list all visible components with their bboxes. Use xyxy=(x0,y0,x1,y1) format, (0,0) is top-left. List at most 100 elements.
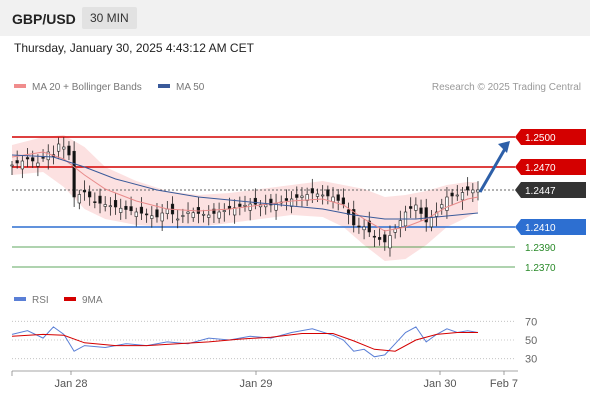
candle-body xyxy=(119,207,123,213)
candle-body xyxy=(310,188,314,194)
candle-body xyxy=(233,207,237,216)
candle-body xyxy=(155,209,159,218)
instrument-title: GBP/USD xyxy=(12,11,76,27)
rsi-legend-swatch-0 xyxy=(14,297,26,301)
rsi-legend-label-1: 9MA xyxy=(82,295,103,306)
candle-body xyxy=(409,206,413,209)
x-tick-label-1: Jan 29 xyxy=(239,378,272,390)
candle-body xyxy=(98,195,102,204)
candle-body xyxy=(15,160,19,164)
timestamp: Thursday, January 30, 2025 4:43:12 AM CE… xyxy=(14,41,254,55)
candle-body xyxy=(36,162,40,167)
rsi-line xyxy=(11,326,479,358)
candle-body xyxy=(139,206,144,214)
chart-panel xyxy=(0,36,590,400)
rsi-tick-label-0: 70 xyxy=(525,316,537,328)
candle-body xyxy=(414,204,418,211)
candle-body xyxy=(460,192,465,201)
candle-body xyxy=(388,235,392,249)
candle-body xyxy=(82,189,87,193)
candle-body xyxy=(248,203,252,211)
candle-body xyxy=(269,198,273,206)
rsi-ma9-line xyxy=(11,332,478,352)
research-credit: Research © 2025 Trading Central xyxy=(432,82,581,93)
candle-body xyxy=(181,215,185,217)
candle-body xyxy=(145,213,149,216)
candle-body xyxy=(440,204,444,209)
ma20-line xyxy=(11,151,479,232)
candle-body xyxy=(419,207,423,214)
candle-body xyxy=(46,151,50,161)
level-value: 1.2370 xyxy=(525,263,556,274)
candle-body xyxy=(362,226,366,231)
level-value: 1.2410 xyxy=(525,223,556,234)
candle-body xyxy=(124,205,128,210)
level-value: 1.2500 xyxy=(525,133,556,144)
candle-body xyxy=(289,198,294,207)
candle-body xyxy=(450,192,454,197)
level-value: 1.2447 xyxy=(525,186,556,197)
legend-swatch-1 xyxy=(158,84,170,88)
level-tag-bg xyxy=(515,219,586,235)
rsi-legend-swatch-1 xyxy=(64,297,76,301)
candle-body xyxy=(25,157,30,160)
candle-body xyxy=(367,220,371,233)
level-tag-2: 1.2447 xyxy=(515,182,586,198)
candle-body xyxy=(378,237,382,240)
level-tag-bg xyxy=(515,129,586,145)
x-tick-label-3: Feb 7 xyxy=(490,378,518,390)
candle-body xyxy=(62,146,66,150)
candle-body xyxy=(264,204,268,208)
candle-body xyxy=(217,211,221,219)
candle-body xyxy=(72,150,76,198)
candle-body xyxy=(331,196,335,202)
chart-header: GBP/USD 30 MIN xyxy=(0,0,590,36)
level-value: 1.2470 xyxy=(525,163,556,174)
level-value: 1.2390 xyxy=(525,243,556,254)
level-tag-0: 1.2500 xyxy=(515,129,586,145)
candle-body xyxy=(150,215,154,219)
rsi-tick-label-2: 30 xyxy=(525,354,537,366)
level-tag-bg xyxy=(515,159,586,175)
candle-body xyxy=(108,205,112,208)
candle-body xyxy=(243,204,247,207)
candle-body xyxy=(77,194,81,204)
candle-body xyxy=(429,216,434,228)
candle-body xyxy=(445,196,449,211)
candle-body xyxy=(31,157,35,162)
candle-body xyxy=(372,235,377,238)
candle-body xyxy=(67,145,71,156)
candle-body xyxy=(176,218,180,221)
candle-body xyxy=(103,204,107,207)
legend-label-0: MA 20 + Bollinger Bands xyxy=(32,82,142,93)
candle-body xyxy=(398,220,402,228)
candle-body xyxy=(424,207,428,223)
candle-body xyxy=(20,160,24,170)
candle-body xyxy=(471,189,475,194)
candle-body xyxy=(455,194,459,197)
x-tick-label-0: Jan 28 xyxy=(54,378,87,390)
rsi-legend-label-0: RSI xyxy=(32,295,49,306)
candle-body xyxy=(134,211,138,217)
candle-body xyxy=(284,198,289,201)
candle-body xyxy=(165,208,169,214)
level-tag-3: 1.2410 xyxy=(515,219,586,235)
candle-body xyxy=(10,164,14,167)
candle-body xyxy=(341,197,345,205)
candle-body xyxy=(222,210,226,212)
forecast-arrow-head xyxy=(498,141,510,153)
candle-body xyxy=(300,195,304,198)
level-tag-5: 1.2370 xyxy=(525,263,556,274)
forecast-arrow-shaft xyxy=(478,146,508,193)
candle-body xyxy=(352,209,356,226)
rsi-tick-label-1: 50 xyxy=(525,335,537,347)
timeframe-badge[interactable]: 30 MIN xyxy=(82,7,137,29)
ma50-line xyxy=(11,154,479,220)
candle-body xyxy=(207,214,211,218)
candle-body xyxy=(357,225,361,228)
level-tag-1: 1.2470 xyxy=(515,159,586,175)
level-tag-bg xyxy=(515,182,586,198)
candle-body xyxy=(321,194,325,197)
candle-body xyxy=(466,186,470,191)
